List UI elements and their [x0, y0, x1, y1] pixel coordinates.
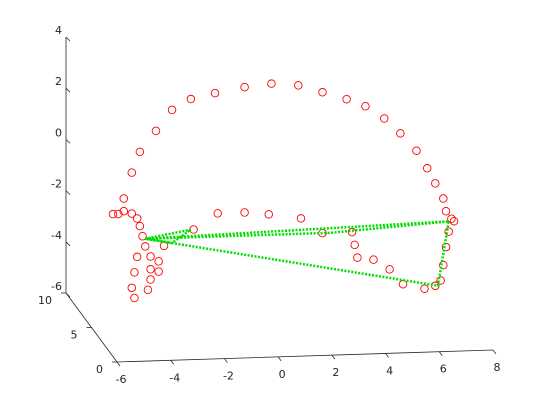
z-tick: [65, 241, 71, 247]
point: [210, 88, 220, 98]
z-tick-label: -4: [51, 229, 62, 242]
point: [350, 240, 359, 250]
point: [420, 284, 429, 293]
point: [318, 88, 327, 97]
point: [431, 179, 440, 188]
point: [342, 94, 351, 104]
z-tick-label: 4: [55, 24, 62, 37]
x-tick: [116, 361, 121, 367]
point: [146, 265, 155, 274]
point: [127, 283, 137, 293]
point: [422, 164, 432, 173]
point-trail: [144, 220, 451, 288]
point: [396, 129, 405, 138]
y-tick-label: 5: [71, 329, 78, 342]
x-tick: [277, 356, 282, 362]
point: [159, 241, 169, 251]
z-tick-label: -6: [51, 280, 62, 293]
x-tick-label: -4: [169, 371, 180, 384]
point: [379, 114, 389, 123]
point: [108, 209, 118, 219]
point: [398, 280, 408, 289]
x-tick-label: 6: [440, 363, 447, 376]
point: [135, 147, 145, 157]
point: [240, 82, 249, 92]
point: [444, 227, 453, 236]
point: [132, 214, 142, 223]
point: [436, 276, 445, 285]
point: [385, 265, 394, 274]
z-tick-label: 2: [55, 75, 62, 88]
point: [264, 210, 274, 219]
x-tick-label: -2: [223, 370, 234, 383]
point: [412, 146, 421, 155]
point: [127, 168, 137, 177]
point: [138, 232, 147, 241]
point: [130, 293, 139, 303]
z-tick: [65, 87, 71, 93]
point: [186, 94, 196, 104]
y-tick-label: 10: [38, 294, 52, 307]
z-tick: [65, 139, 71, 144]
point: [151, 126, 161, 136]
point: [353, 253, 362, 262]
point: [439, 260, 448, 270]
x-tick-label: 4: [386, 364, 393, 377]
y-tick-label: 0: [96, 363, 103, 376]
point: [143, 285, 153, 295]
point: [146, 275, 155, 284]
point: [127, 209, 137, 218]
point: [146, 252, 155, 261]
point: [130, 268, 139, 277]
x-tick-label: 0: [279, 368, 286, 381]
z-tick-label: -2: [51, 178, 62, 191]
point: [361, 102, 370, 111]
point: [294, 81, 303, 90]
point: [135, 221, 145, 231]
point: [240, 208, 249, 217]
point: [167, 105, 177, 115]
z-tick-label: 0: [55, 126, 62, 139]
z-tick: [65, 190, 71, 195]
x-tick: [492, 349, 497, 355]
z-tick: [65, 36, 71, 42]
point: [347, 227, 357, 237]
z-tick: [65, 292, 71, 298]
x-tick-label: -6: [116, 373, 127, 386]
x-tick: [224, 358, 228, 363]
point: [267, 79, 276, 88]
point: [119, 194, 128, 203]
point: [140, 242, 150, 251]
x-tick: [438, 351, 443, 356]
point: [296, 214, 306, 223]
x-axis: [116, 349, 494, 363]
point: [154, 267, 163, 276]
point: [369, 255, 378, 264]
point: [441, 206, 451, 216]
x-tick-label: 2: [332, 366, 339, 379]
point: [439, 194, 448, 203]
x-tick-label: 8: [494, 361, 501, 374]
point: [447, 214, 456, 223]
point: [154, 257, 163, 266]
point: [213, 209, 222, 218]
x-tick: [331, 354, 336, 360]
point: [119, 207, 128, 216]
x-tick: [385, 353, 389, 358]
point: [132, 252, 142, 262]
x-tick: [170, 360, 175, 365]
point: [114, 209, 123, 219]
point: [449, 216, 459, 226]
